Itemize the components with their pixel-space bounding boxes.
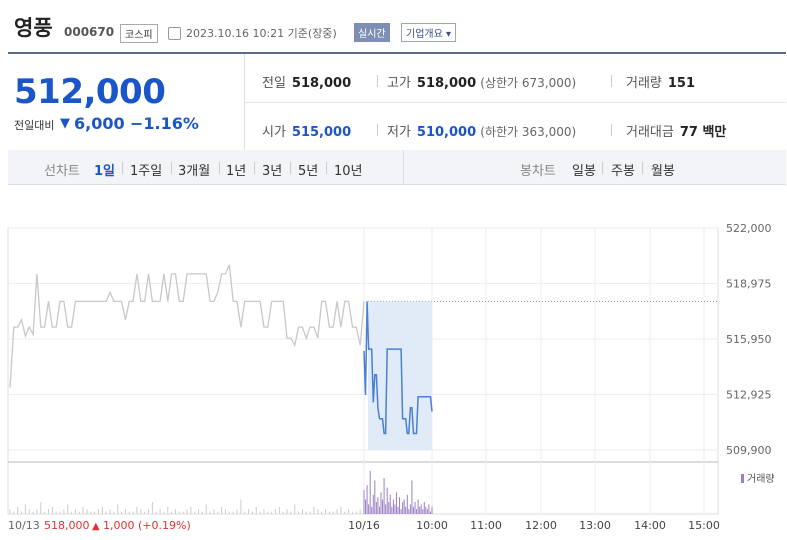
- price-chart: 522,000 518,975 515,950 512,925 509,900 10/16…: [7, 222, 775, 532]
- x-tick-label: 15:00: [688, 519, 720, 532]
- low-label: 저가: [387, 125, 411, 140]
- open-label: 시가: [262, 125, 286, 140]
- divider: [403, 150, 404, 184]
- amount-label: 거래대금: [626, 125, 674, 140]
- prev-close-label: 전일: [262, 76, 286, 91]
- prev-day-change: 1,000: [103, 519, 135, 532]
- calendar-icon: [168, 27, 181, 40]
- tab-monthly-candle[interactable]: 월봉: [651, 164, 675, 179]
- prev-close-cell: 전일 518,000: [262, 72, 351, 91]
- prev-day-date: 10/13: [8, 519, 40, 532]
- divider: [245, 102, 786, 103]
- quote-datetime: 2023.10.16 10:21 기준(장중): [186, 27, 337, 40]
- prev-day-close: 518,000: [44, 519, 90, 532]
- high-label: 고가: [387, 76, 411, 91]
- x-tick-label: 12:00: [525, 519, 557, 532]
- y-tick-label: 522,000: [726, 222, 772, 235]
- tab-daily-candle[interactable]: 일봉: [572, 164, 596, 179]
- divider: [377, 75, 378, 87]
- series-line-prev-day: [9, 264, 365, 388]
- x-tick-label: 13:00: [579, 519, 611, 532]
- x-tick-label: 11:00: [470, 519, 502, 532]
- divider: [122, 162, 123, 174]
- divider: [602, 162, 603, 174]
- volume-value: 151: [667, 76, 696, 91]
- y-tick-label: 512,925: [726, 389, 772, 402]
- amount-cell: 거래대금 77 백만: [626, 121, 726, 140]
- low-value: 510,000: [416, 125, 477, 140]
- change-label: 전일대비: [14, 119, 55, 132]
- stock-header: 영풍 000670 코스피 2023.10.16 10:21 기준(장중) 실시…: [0, 0, 787, 52]
- series-line-today: [363, 301, 433, 435]
- market-badge: 코스피: [120, 24, 158, 43]
- y-tick-label: 515,950: [726, 333, 772, 346]
- change-value: 6,000: [74, 114, 125, 133]
- lower-limit: (하한가 363,000): [480, 125, 577, 139]
- price-summary: 512,000 전일대비 ▼ 6,000 −1.16% 전일 518,000 고가…: [8, 52, 786, 153]
- line-chart-label: 선차트: [44, 164, 80, 179]
- volume-cell: 거래량 151: [626, 72, 695, 91]
- today-range-fill: [368, 301, 432, 450]
- divider: [244, 54, 245, 152]
- divider: [611, 75, 612, 87]
- x-tick-label: 10:00: [416, 519, 448, 532]
- y-tick-label: 509,900: [726, 444, 772, 457]
- tab-1w[interactable]: 1주일: [130, 164, 163, 179]
- x-tick-label: 10/16: [348, 519, 380, 532]
- volume-legend-label: 거래량: [747, 473, 775, 485]
- divider: [642, 162, 643, 174]
- current-price: 512,000: [14, 72, 166, 112]
- open-cell: 시가 515,000: [262, 121, 351, 140]
- tab-10y[interactable]: 10년: [334, 164, 363, 179]
- tab-1y[interactable]: 1년: [226, 164, 247, 179]
- company-info-dropdown[interactable]: 기업개요 ▾: [401, 23, 456, 42]
- y-tick-label: 518,975: [726, 278, 772, 291]
- stock-name: 영풍: [14, 16, 53, 40]
- plot-frame: [7, 227, 719, 515]
- prev-close-value: 518,000: [291, 76, 352, 91]
- divider: [219, 162, 220, 174]
- divider: [290, 162, 291, 174]
- prev-day-change-pct: (+0.19%): [138, 519, 191, 532]
- change-percent: −1.16%: [130, 114, 199, 133]
- divider: [254, 162, 255, 174]
- volume-legend-swatch: [741, 474, 744, 483]
- up-arrow-icon: ▲: [92, 521, 100, 532]
- upper-limit: (상한가 673,000): [480, 76, 577, 90]
- divider: [326, 162, 327, 174]
- amount-value: 77 백만: [679, 125, 727, 140]
- divider: [171, 162, 172, 174]
- candle-chart-label: 봉차트: [520, 164, 556, 179]
- open-value: 515,000: [291, 125, 352, 140]
- divider: [611, 124, 612, 136]
- tab-weekly-candle[interactable]: 주봉: [611, 164, 635, 179]
- down-arrow-icon: ▼: [60, 116, 70, 131]
- x-tick-label: 14:00: [634, 519, 666, 532]
- high-value: 518,000: [416, 76, 477, 91]
- tab-3m[interactable]: 3개월: [178, 164, 211, 179]
- divider: [377, 124, 378, 136]
- tab-5y[interactable]: 5년: [298, 164, 319, 179]
- low-cell: 저가 510,000 (하한가 363,000): [387, 121, 576, 140]
- stock-code: 000670: [64, 25, 115, 39]
- volume-label: 거래량: [626, 76, 662, 91]
- realtime-button[interactable]: 실시간: [354, 23, 390, 42]
- tab-3y[interactable]: 3년: [262, 164, 283, 179]
- chart-tabs: 선차트 1일 1주일 3개월 1년 3년 5년 10년 봉차트 일봉 주봉 월봉: [8, 150, 786, 185]
- high-cell: 고가 518,000 (상한가 673,000): [387, 72, 576, 91]
- tab-1d[interactable]: 1일: [94, 164, 116, 179]
